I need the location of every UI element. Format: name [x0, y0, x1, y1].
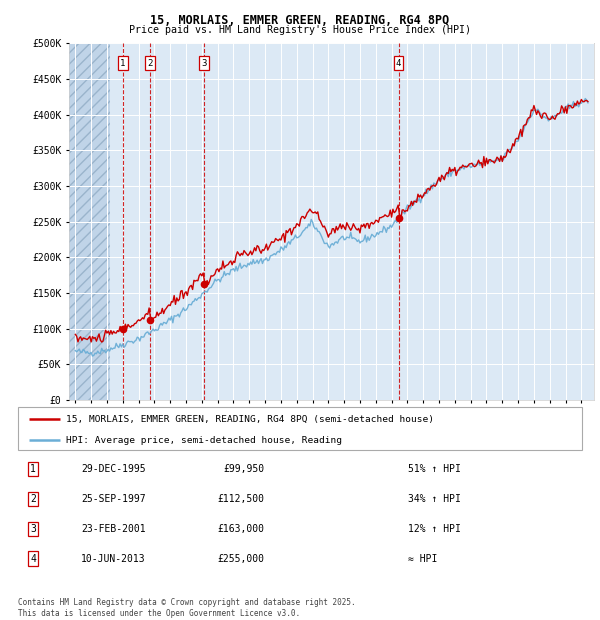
Text: 4: 4 [396, 58, 401, 68]
Text: £99,950: £99,950 [223, 464, 264, 474]
Text: Contains HM Land Registry data © Crown copyright and database right 2025.
This d: Contains HM Land Registry data © Crown c… [18, 598, 356, 618]
Text: 2: 2 [30, 494, 36, 504]
Text: HPI: Average price, semi-detached house, Reading: HPI: Average price, semi-detached house,… [66, 436, 342, 445]
Bar [69, 43, 110, 400]
Text: 1: 1 [120, 58, 125, 68]
Text: £163,000: £163,000 [217, 524, 264, 534]
Text: 12% ↑ HPI: 12% ↑ HPI [408, 524, 461, 534]
Text: 29-DEC-1995: 29-DEC-1995 [81, 464, 146, 474]
Text: 4: 4 [30, 554, 36, 564]
Text: 51% ↑ HPI: 51% ↑ HPI [408, 464, 461, 474]
Text: 3: 3 [30, 524, 36, 534]
Text: £255,000: £255,000 [217, 554, 264, 564]
Text: 3: 3 [202, 58, 207, 68]
Text: £112,500: £112,500 [217, 494, 264, 504]
Text: 34% ↑ HPI: 34% ↑ HPI [408, 494, 461, 504]
Text: ≈ HPI: ≈ HPI [408, 554, 437, 564]
Text: Price paid vs. HM Land Registry's House Price Index (HPI): Price paid vs. HM Land Registry's House … [129, 25, 471, 35]
Text: 10-JUN-2013: 10-JUN-2013 [81, 554, 146, 564]
Text: 15, MORLAIS, EMMER GREEN, READING, RG4 8PQ (semi-detached house): 15, MORLAIS, EMMER GREEN, READING, RG4 8… [66, 415, 434, 423]
Text: 25-SEP-1997: 25-SEP-1997 [81, 494, 146, 504]
Text: 23-FEB-2001: 23-FEB-2001 [81, 524, 146, 534]
Text: 2: 2 [148, 58, 153, 68]
Text: 15, MORLAIS, EMMER GREEN, READING, RG4 8PQ: 15, MORLAIS, EMMER GREEN, READING, RG4 8… [151, 14, 449, 27]
FancyBboxPatch shape [18, 407, 582, 450]
Text: 1: 1 [30, 464, 36, 474]
